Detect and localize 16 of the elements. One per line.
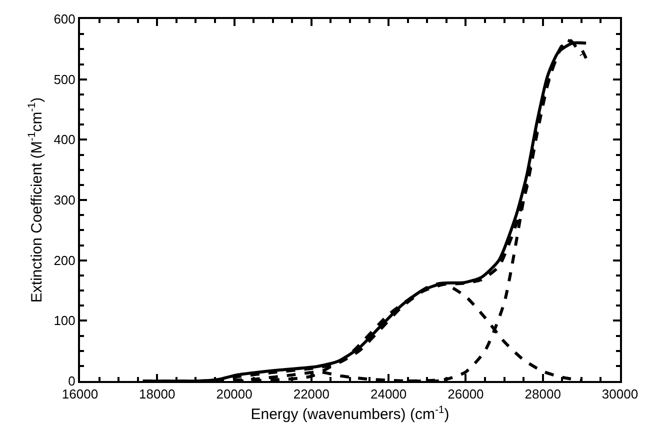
x-tick-label: 22000 [293, 386, 330, 402]
x-tick-label: 18000 [139, 386, 176, 402]
x-tick-label: 28000 [524, 386, 561, 402]
y-tick-label: 500 [54, 72, 76, 87]
y-tick-label: 300 [54, 192, 76, 208]
y-tick-label: 0 [68, 374, 76, 389]
x-tick-label: 16000 [62, 386, 98, 402]
y-tick-label: 600 [54, 12, 76, 27]
y-tick-label: 200 [54, 252, 76, 268]
x-tick-label: 26000 [448, 386, 484, 402]
x-tick-label: 30000 [602, 386, 638, 402]
y-tick-label: 100 [54, 313, 76, 328]
x-axis-title: Energy (wavenumbers) (cm$^{-1}$) [250, 404, 450, 424]
y-tick-label: 400 [54, 132, 76, 148]
x-tick-label: 20000 [216, 386, 252, 402]
x-tick-label: 24000 [370, 386, 407, 402]
